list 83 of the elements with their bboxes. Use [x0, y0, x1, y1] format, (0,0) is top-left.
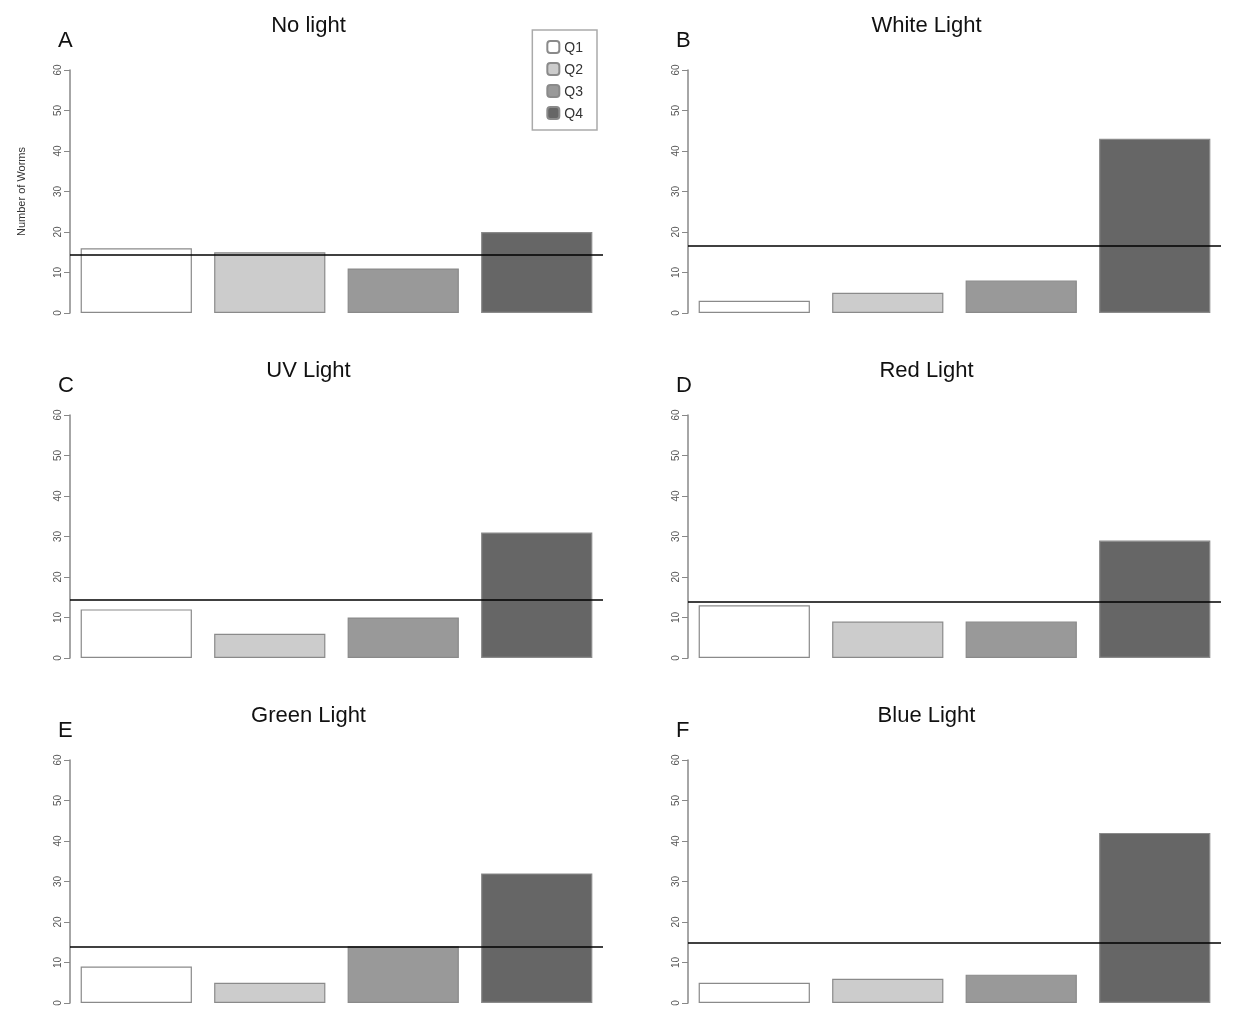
y-tick-label: 30: [51, 530, 63, 543]
bar: [698, 605, 810, 658]
y-tick-label: 10: [51, 611, 63, 624]
y-tick-label: 30: [669, 875, 681, 888]
bar: [1099, 138, 1211, 313]
y-tick-label: 30: [51, 185, 63, 198]
chart-title: White Light: [871, 11, 982, 37]
y-tick-label: 0: [51, 309, 63, 316]
y-tick-label: 50: [669, 449, 681, 462]
y-tick-label: 60: [51, 754, 63, 766]
y-tick-label: 50: [669, 104, 681, 117]
y-tick-label: 50: [669, 794, 681, 807]
y-tick-label: 40: [51, 835, 63, 847]
legend-label: Q4: [564, 105, 584, 121]
y-tick-label: 0: [51, 654, 63, 661]
bar: [698, 982, 810, 1003]
y-tick-label: 60: [669, 64, 681, 76]
bar: [965, 621, 1077, 658]
y-tick-label: 40: [51, 490, 63, 502]
y-tick-label: 50: [51, 794, 63, 807]
text: D: [676, 371, 692, 397]
bar: [214, 633, 326, 658]
y-tick-label: 10: [669, 611, 681, 624]
y-tick-label: 30: [51, 875, 63, 888]
text: B: [676, 26, 691, 52]
bar: [1099, 832, 1211, 1003]
y-tick-label: 30: [669, 185, 681, 198]
bar: [832, 978, 944, 1003]
bar: [214, 982, 326, 1003]
text: A: [58, 26, 73, 52]
chart-title: UV Light: [266, 356, 351, 382]
text: E: [58, 716, 73, 742]
bar: [80, 609, 192, 658]
y-tick-label: 60: [669, 409, 681, 421]
legend-label: Q1: [564, 39, 584, 55]
bar: [1099, 540, 1211, 658]
y-tick-label: 20: [669, 226, 681, 238]
bar: [481, 873, 593, 1003]
bar: [965, 974, 1077, 1003]
y-tick-label: 10: [669, 266, 681, 279]
y-tick-label: 40: [669, 835, 681, 847]
y-tick-label: 40: [669, 490, 681, 502]
y-tick-label: 60: [51, 409, 63, 421]
bar: [698, 300, 810, 313]
bar: [481, 232, 593, 313]
bar: [347, 268, 459, 313]
y-tick-label: 20: [51, 226, 63, 238]
bar: [347, 617, 459, 658]
y-tick-label: 10: [51, 956, 63, 969]
bar: [832, 621, 944, 658]
y-tick-label: 40: [51, 145, 63, 157]
bar: [80, 248, 192, 313]
y-tick-label: 0: [669, 309, 681, 316]
chart-title: Green Light: [251, 701, 366, 727]
y-tick-label: 20: [669, 916, 681, 928]
chart-title: Blue Light: [877, 701, 976, 727]
y-tick-label: 50: [51, 449, 63, 462]
bar: [965, 280, 1077, 313]
y-tick-label: 0: [669, 999, 681, 1006]
y-tick-label: 0: [669, 654, 681, 661]
text: C: [58, 371, 74, 397]
y-tick-label: 40: [669, 145, 681, 157]
y-tick-label: 0: [51, 999, 63, 1006]
chart-title: Red Light: [879, 356, 974, 382]
chart-title: No light: [271, 11, 346, 37]
legend-label: Q2: [564, 61, 584, 77]
y-tick-label: 10: [51, 266, 63, 279]
bar: [481, 532, 593, 658]
y-tick-label: 20: [51, 571, 63, 583]
y-axis-title: Number of Worms: [14, 146, 27, 237]
bar: [832, 292, 944, 313]
y-tick-label: 30: [669, 530, 681, 543]
bar: [80, 966, 192, 1003]
y-tick-label: 60: [669, 754, 681, 766]
bar: [214, 252, 326, 313]
y-tick-label: 60: [51, 64, 63, 76]
legend-label: Q3: [564, 83, 584, 99]
y-tick-label: 20: [669, 571, 681, 583]
text: F: [676, 716, 690, 742]
bar: [347, 946, 459, 1003]
y-tick-label: 20: [51, 916, 63, 928]
y-tick-label: 10: [669, 956, 681, 969]
y-tick-label: 50: [51, 104, 63, 117]
